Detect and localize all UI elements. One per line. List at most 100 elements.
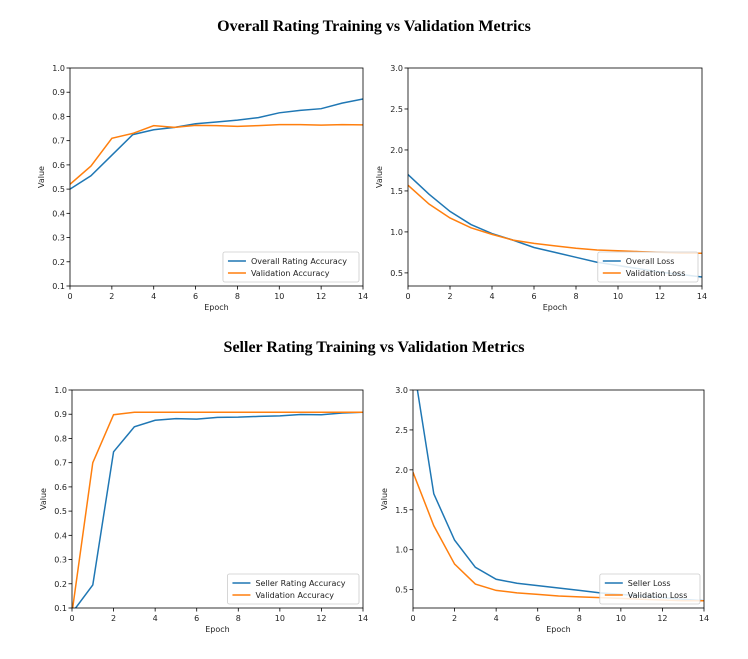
seller-loss-chart: 0 2 4 6 8 10 12 14 0.5 1.0 1.5 2.0 2.5 3.0 Epoch Value S… (380, 386, 709, 634)
y-tick-label: 0.2 (52, 258, 65, 267)
x-tick-label: 14 (358, 614, 368, 623)
y-tick-label: 0.3 (52, 234, 65, 243)
overall-accuracy-chart: 0 2 4 6 8 10 12 14 0.1 0.2 0.3 0.4 0.5 0.6 0.7 0.8 0.9 1.… (37, 64, 368, 312)
legend-box (227, 573, 360, 605)
y-tick-label: 1.0 (52, 64, 65, 73)
x-tick-label: 12 (316, 292, 326, 301)
y-tick-label: 1.0 (54, 386, 67, 395)
x-tick-label: 0 (410, 614, 415, 623)
y-tick-label: 0.9 (54, 410, 67, 419)
y-tick-label: 0.5 (54, 507, 67, 516)
y-tick-label: 3.0 (390, 64, 403, 73)
legend: Seller Loss Validation Loss (599, 573, 701, 605)
legend-label-2: Validation Accuracy (255, 591, 334, 600)
y-tick-label: 0.9 (52, 88, 65, 97)
section-title-seller: Seller Rating Training vs Validation Met… (223, 339, 525, 356)
x-tick-label: 2 (109, 292, 114, 301)
y-tick-label: 0.4 (52, 209, 65, 218)
x-tick-label: 10 (613, 292, 623, 301)
legend-label-1: Seller Rating Accuracy (255, 579, 345, 588)
x-tick-label: 6 (194, 614, 199, 623)
y-tick-label: 1.5 (395, 506, 408, 515)
series-line-2 (70, 123, 363, 185)
y-tick-label: 0.1 (52, 282, 65, 291)
series-line-1 (416, 390, 704, 602)
section-title-overall: Overall Rating Training vs Validation Me… (217, 18, 531, 35)
legend: Overall Loss Validation Loss (597, 251, 699, 283)
legend-label-1: Overall Loss (626, 257, 675, 266)
y-tick-label: 0.2 (54, 580, 67, 589)
series-line-1 (74, 411, 363, 608)
y-tick-label: 0.3 (54, 556, 67, 565)
legend-box (597, 251, 699, 283)
x-tick-label: 8 (577, 614, 582, 623)
y-tick-label: 2.5 (395, 426, 408, 435)
x-tick-label: 8 (235, 292, 240, 301)
x-tick-label: 10 (616, 614, 626, 623)
x-tick-label: 12 (657, 614, 667, 623)
y-axis-label: Value (37, 166, 46, 188)
series-line-2 (408, 184, 702, 254)
y-axis-label: Value (39, 488, 48, 510)
legend-box (222, 251, 360, 283)
x-tick-label: 0 (69, 614, 74, 623)
x-tick-label: 14 (699, 614, 709, 623)
legend: Overall Rating Accuracy Validation Accura… (222, 251, 360, 283)
y-tick-label: 0.5 (395, 586, 408, 595)
legend-box (599, 573, 701, 605)
x-tick-label: 4 (494, 614, 499, 623)
y-tick-label: 0.8 (54, 434, 67, 443)
x-tick-label: 6 (193, 292, 198, 301)
plot-frame (69, 67, 364, 287)
y-tick-label: 3.0 (395, 386, 408, 395)
legend-label-1: Overall Rating Accuracy (251, 257, 347, 266)
x-tick-label: 4 (489, 292, 494, 301)
y-tick-label: 2.0 (395, 466, 408, 475)
plot-frame (407, 67, 703, 287)
x-axis-label: Epoch (204, 303, 229, 312)
y-tick-label: 0.1 (54, 604, 67, 613)
y-tick-label: 0.8 (52, 112, 65, 121)
x-axis-label: Epoch (205, 625, 230, 634)
x-tick-label: 6 (535, 614, 540, 623)
x-tick-label: 8 (236, 614, 241, 623)
x-tick-label: 4 (153, 614, 158, 623)
legend: Seller Rating Accuracy Validation Accurac… (227, 573, 360, 605)
series-line-1 (70, 98, 363, 190)
seller-accuracy-chart: 0 2 4 6 8 10 12 14 0.1 0.2 0.3 0.4 0.5 0.6 0.7 0.8 0.9 1.… (39, 386, 368, 634)
y-tick-label: 1.0 (390, 228, 403, 237)
y-tick-label: 1.5 (390, 187, 403, 196)
x-tick-label: 14 (697, 292, 707, 301)
y-tick-label: 0.6 (52, 161, 65, 170)
series-line-2 (72, 411, 363, 608)
x-tick-label: 2 (452, 614, 457, 623)
x-tick-label: 10 (274, 292, 284, 301)
plot-frame (412, 389, 705, 609)
legend-label-2: Validation Loss (626, 269, 686, 278)
x-tick-label: 6 (531, 292, 536, 301)
y-axis-label: Value (375, 166, 384, 188)
x-tick-label: 12 (655, 292, 665, 301)
overall-loss-chart: 0 2 4 6 8 10 12 14 0.5 1.0 1.5 2.0 2.5 3.0 Epoch Value O… (375, 64, 707, 312)
legend-label-2: Validation Loss (628, 591, 688, 600)
x-tick-label: 2 (447, 292, 452, 301)
y-tick-label: 0.7 (52, 137, 65, 146)
x-axis-label: Epoch (543, 303, 568, 312)
y-tick-label: 0.7 (54, 459, 67, 468)
x-tick-label: 4 (151, 292, 156, 301)
y-tick-label: 0.5 (52, 185, 65, 194)
y-axis-label: Value (380, 488, 389, 510)
x-tick-label: 12 (316, 614, 326, 623)
y-tick-label: 2.0 (390, 146, 403, 155)
x-tick-label: 14 (358, 292, 368, 301)
y-tick-label: 1.0 (395, 546, 408, 555)
x-tick-label: 10 (275, 614, 285, 623)
legend-label-2: Validation Accuracy (251, 269, 330, 278)
y-tick-label: 0.4 (54, 531, 67, 540)
y-tick-label: 2.5 (390, 105, 403, 114)
x-tick-label: 0 (405, 292, 410, 301)
y-tick-label: 0.5 (390, 269, 403, 278)
legend-label-1: Seller Loss (628, 579, 671, 588)
x-tick-label: 2 (111, 614, 116, 623)
x-axis-label: Epoch (546, 625, 571, 634)
